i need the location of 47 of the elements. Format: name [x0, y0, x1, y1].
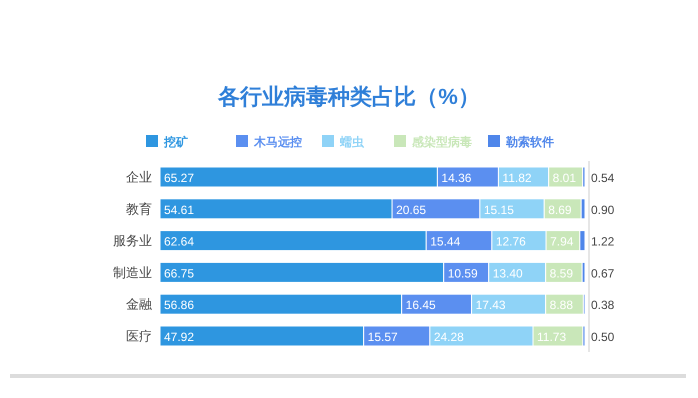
y-tick-label: 制造业: [113, 264, 152, 280]
legend-label: 挖矿: [163, 135, 188, 149]
legend-label: 感染型病毒: [411, 135, 472, 149]
data-label: 65.27: [164, 171, 194, 185]
data-label: 12.76: [496, 234, 526, 249]
legend-item: 蠕虫: [322, 135, 364, 149]
data-label: 11.73: [537, 330, 566, 344]
data-label: 0.38: [591, 298, 615, 312]
data-label: 0.50: [591, 330, 615, 344]
chart-title: 各行业病毒种类占比（%）: [217, 84, 480, 109]
y-tick-label: 教育: [126, 201, 152, 216]
legend-item: 挖矿: [146, 135, 188, 149]
data-label: 7.94: [550, 234, 574, 249]
data-label: 15.57: [368, 330, 398, 344]
data-label: 16.45: [406, 298, 436, 312]
legend-label: 勒索软件: [505, 135, 554, 149]
legend-item: 木马远控: [236, 135, 302, 149]
data-label: 8.01: [552, 171, 576, 185]
data-label: 24.28: [434, 330, 464, 344]
legend-item: 感染型病毒: [394, 135, 472, 149]
data-label: 0.54: [591, 171, 615, 185]
data-label: 14.36: [441, 171, 472, 185]
data-label: 8.69: [548, 202, 572, 217]
data-label: 66.75: [164, 266, 194, 280]
data-label: 10.59: [448, 266, 478, 280]
data-label: 8.88: [550, 298, 574, 312]
y-tick-label: 医疗: [126, 328, 152, 344]
data-label: 17.43: [476, 298, 506, 312]
data-label: 13.40: [492, 266, 524, 280]
data-label: 8.59: [550, 266, 574, 280]
data-label: 54.61: [164, 202, 194, 217]
y-tick-label: 企业: [126, 170, 152, 184]
data-label: 11.82: [502, 171, 532, 185]
data-label: 15.44: [430, 234, 461, 249]
legend-label: 木马远控: [253, 135, 302, 149]
y-tick-label: 金融: [126, 296, 152, 312]
data-label: 47.92: [164, 330, 194, 344]
data-label: 56.86: [164, 298, 194, 312]
legend-item: 勒索软件: [488, 135, 554, 149]
y-tick-label: 服务业: [113, 233, 152, 248]
data-label: 0.90: [591, 202, 615, 217]
legend-label: 蠕虫: [339, 135, 365, 149]
data-label: 0.67: [591, 266, 615, 280]
data-label: 1.22: [591, 234, 615, 249]
data-label: 15.15: [484, 202, 514, 217]
data-label: 20.65: [396, 202, 426, 217]
data-label: 62.64: [164, 234, 194, 249]
